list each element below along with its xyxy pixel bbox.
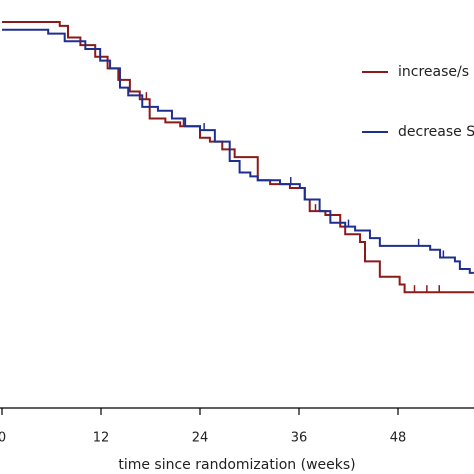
x-tick-label: 24	[192, 431, 209, 446]
legend-label: increase/s	[398, 64, 469, 80]
x-axis-label: time since randomization (weeks)	[118, 457, 355, 473]
x-tick-label: 48	[390, 431, 407, 446]
x-tick-label: 12	[93, 431, 110, 446]
survival-curve	[2, 21, 474, 294]
survival-curve	[2, 28, 474, 274]
legend-label: decrease S	[398, 124, 474, 140]
x-tick-label: 36	[291, 431, 308, 446]
x-tick-label: 0	[0, 431, 6, 446]
